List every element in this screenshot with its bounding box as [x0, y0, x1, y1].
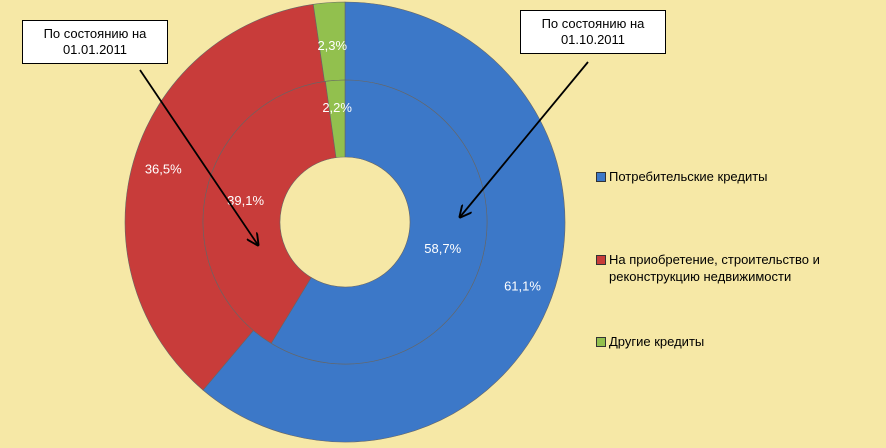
annotation-arrow	[460, 61, 589, 217]
annotation: По состоянию на 01.10.2011	[520, 10, 666, 54]
data-label: 58,7%	[424, 241, 461, 256]
legend-item: На приобретение, строительство и реконст…	[596, 251, 866, 285]
annotation: По состоянию на 01.01.2011	[22, 20, 168, 64]
data-label: 2,2%	[322, 100, 352, 115]
legend-label: На приобретение, строительство и реконст…	[609, 252, 820, 284]
data-label: 61,1%	[504, 278, 541, 293]
data-label: 2,3%	[317, 38, 347, 53]
legend-swatch	[596, 337, 606, 347]
legend-swatch	[596, 255, 606, 265]
legend-item: Потребительские кредиты	[596, 168, 866, 185]
legend-swatch	[596, 172, 606, 182]
donut-segment	[202, 81, 337, 344]
donut-segment	[270, 79, 488, 365]
legend-label: Потребительские кредиты	[609, 169, 768, 184]
legend-label: Другие кредиты	[609, 334, 705, 349]
legend-item: Другие кредиты	[596, 333, 866, 350]
donut-segment	[325, 79, 346, 158]
data-label: 36,5%	[145, 162, 182, 177]
annotation-arrow	[139, 69, 258, 245]
data-label: 39,1%	[227, 193, 264, 208]
